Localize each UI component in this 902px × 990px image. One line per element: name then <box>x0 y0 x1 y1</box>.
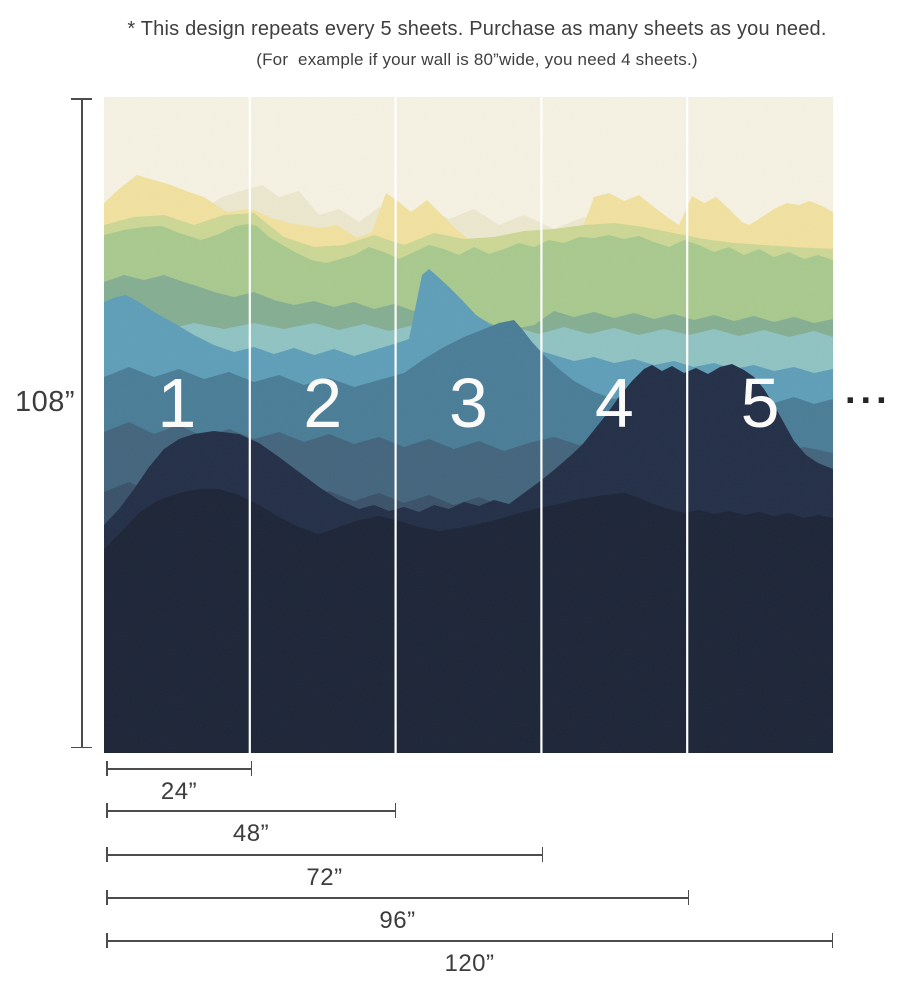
width-dimension-label-72: 72” <box>306 864 343 891</box>
repeat-note-line2: (For example if your wall is 80”wide, yo… <box>256 50 698 69</box>
mural-preview: 1 2 3 4 5 <box>104 97 833 753</box>
repeat-note: * This design repeats every 5 sheets. Pu… <box>66 16 888 72</box>
sheet-number-5: 5 <box>741 364 780 442</box>
sheet-numbers: 1 2 3 4 5 <box>157 364 779 442</box>
sheet-divider-4 <box>686 97 689 753</box>
sheet-divider-3 <box>540 97 543 753</box>
sheet-number-1: 1 <box>157 364 196 442</box>
height-dimension-label: 108” <box>14 386 76 418</box>
width-dimension-line-24 <box>106 762 252 774</box>
sheet-divider-2 <box>394 97 397 753</box>
width-dimension-label-24: 24” <box>160 778 198 805</box>
repeat-ellipsis: ... <box>845 370 892 412</box>
width-dimension-line-48 <box>106 804 396 816</box>
width-dimension-line-120 <box>106 934 833 946</box>
width-dimension-label-120: 120” <box>444 950 495 977</box>
width-dimension-label-48: 48” <box>232 820 270 847</box>
sheet-dividers <box>248 97 689 753</box>
paper-grain-texture <box>104 97 833 753</box>
width-dimension-label-96: 96” <box>379 907 416 934</box>
width-dimension-line-72 <box>106 848 543 860</box>
height-dimension-line <box>73 98 90 748</box>
sheet-number-4: 4 <box>595 364 634 442</box>
sheet-number-2: 2 <box>303 364 342 442</box>
width-dimension-line-96 <box>106 891 689 903</box>
sheet-divider-1 <box>248 97 251 753</box>
mountain-mural-graphic: 1 2 3 4 5 <box>104 97 833 753</box>
repeat-note-line1: * This design repeats every 5 sheets. Pu… <box>127 18 827 40</box>
sheet-number-3: 3 <box>449 364 488 442</box>
